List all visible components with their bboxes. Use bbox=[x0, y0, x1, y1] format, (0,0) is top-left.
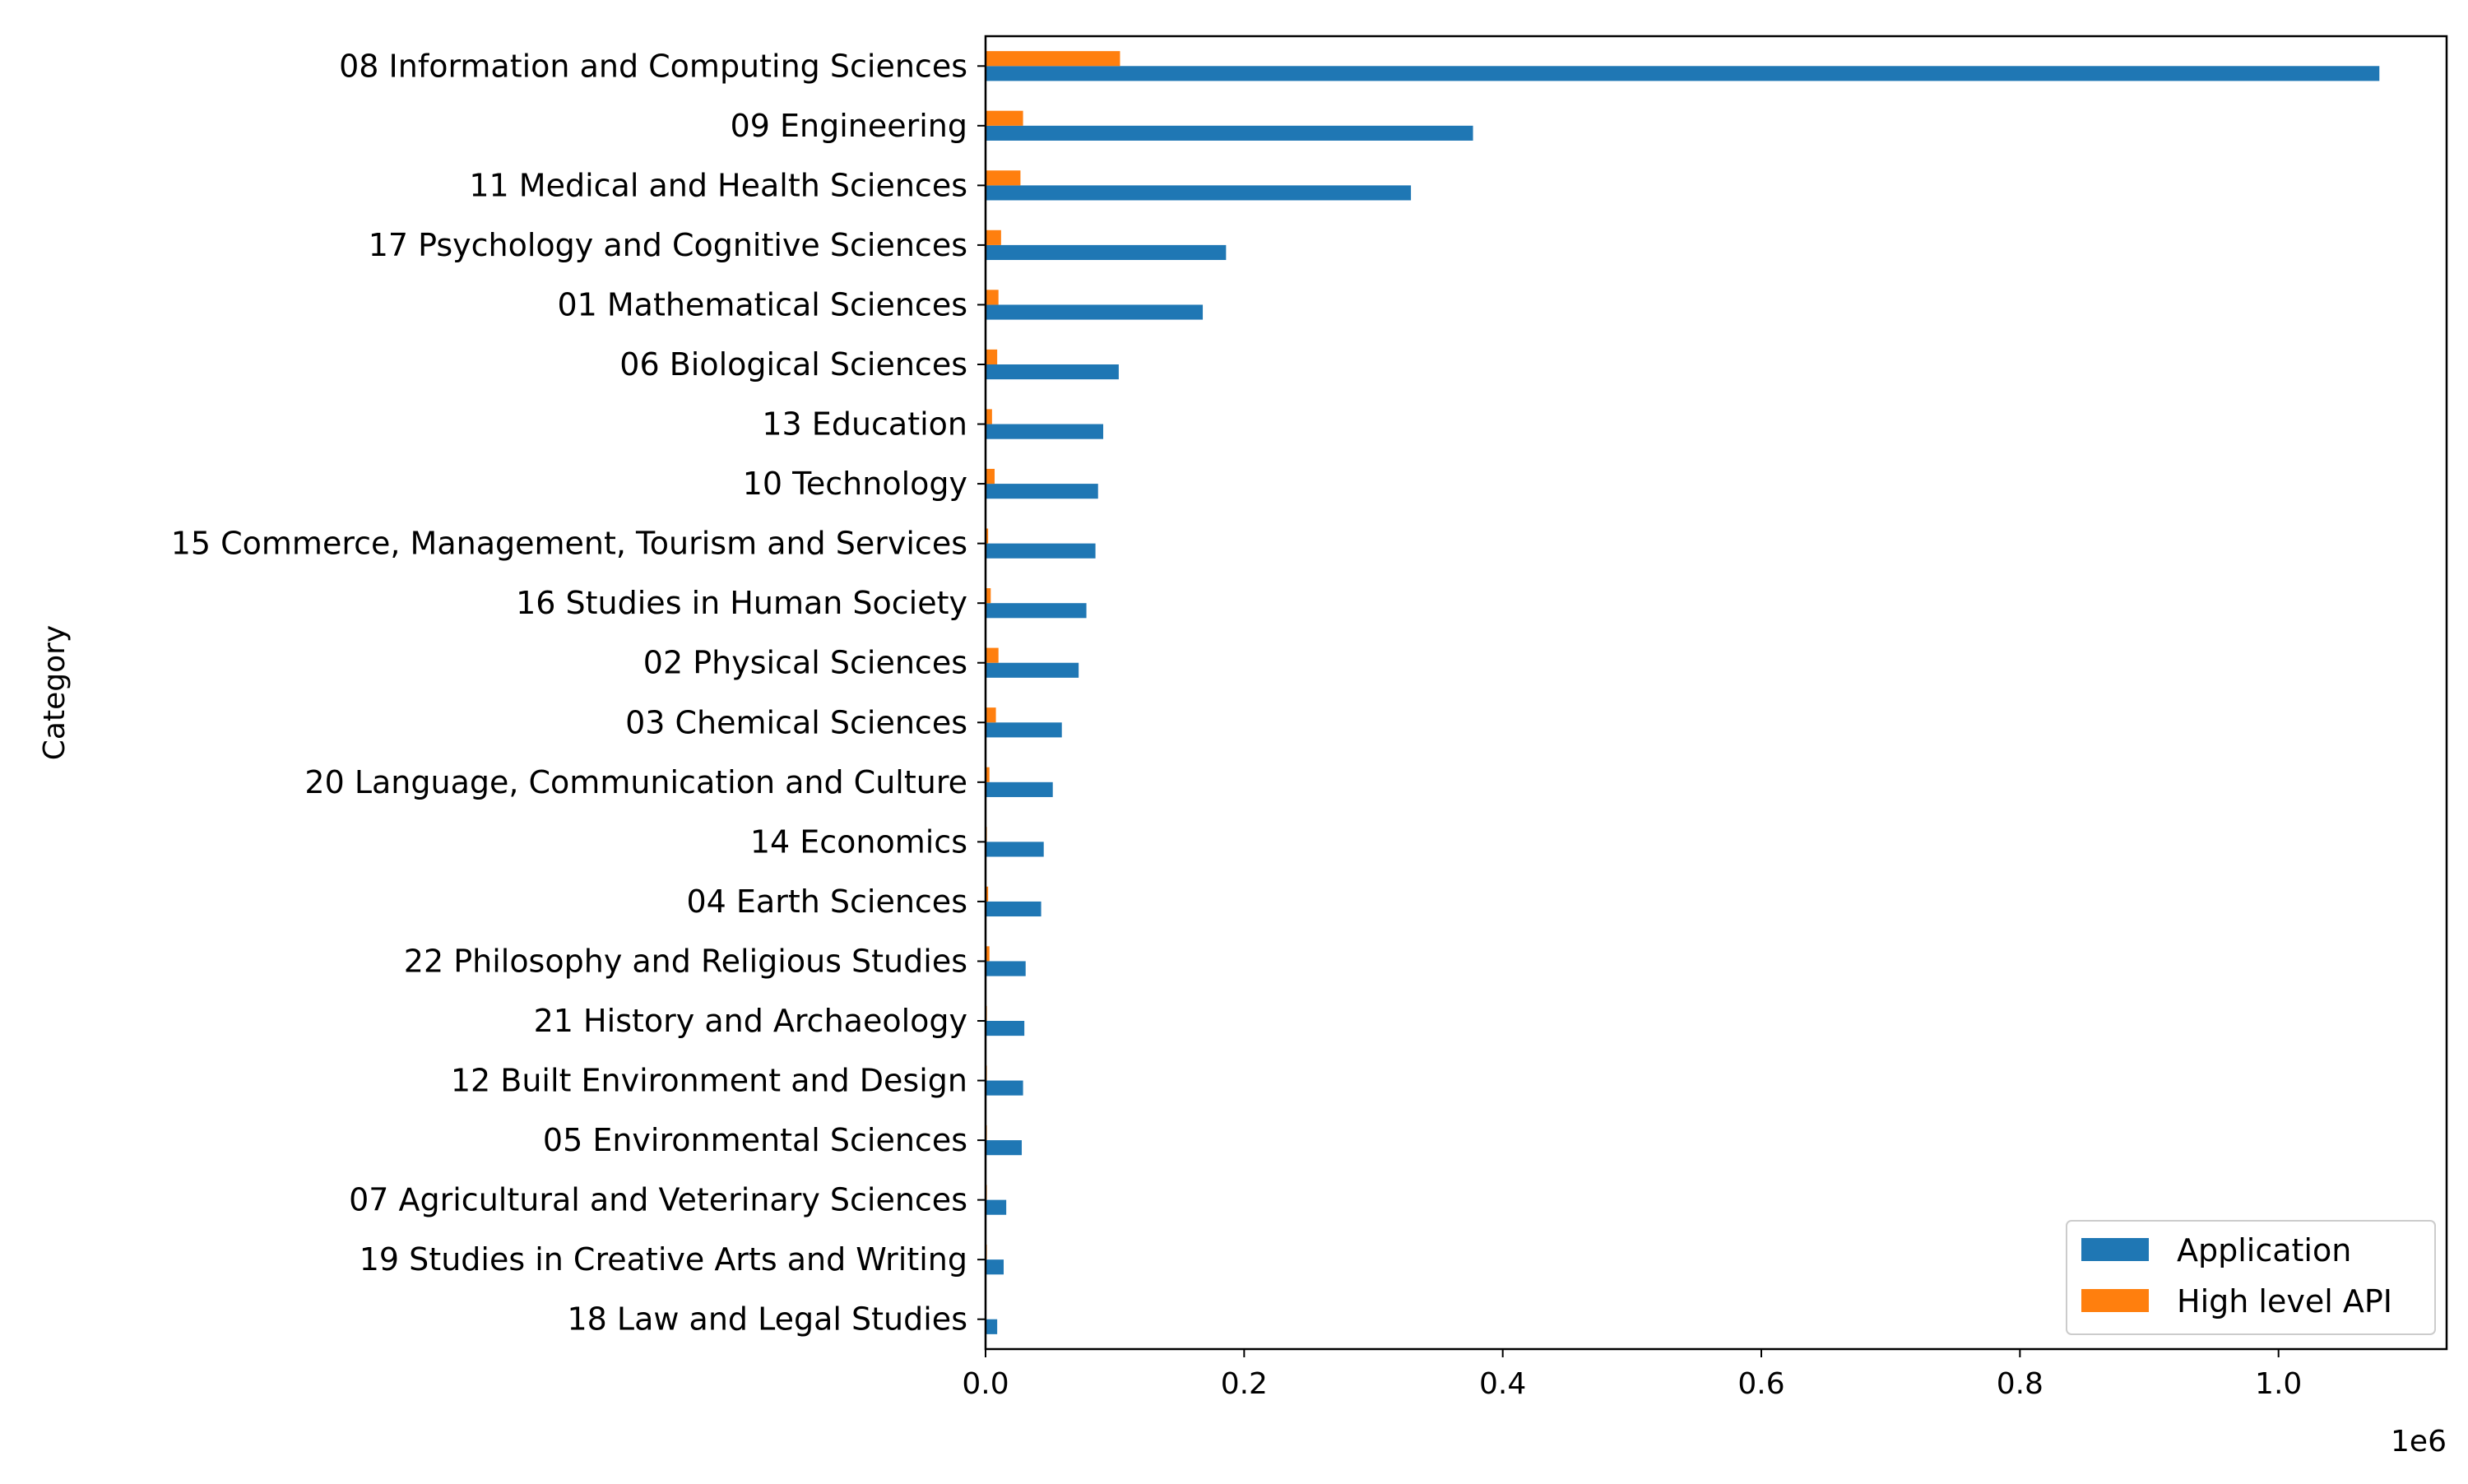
y-tick-label: 06 Biological Sciences bbox=[619, 346, 967, 383]
bar-high-level-api bbox=[986, 647, 999, 663]
y-tick-label: 02 Physical Sciences bbox=[643, 645, 967, 681]
y-tick-label: 09 Engineering bbox=[731, 108, 967, 144]
bar-application bbox=[986, 66, 2380, 81]
bar-application bbox=[986, 662, 1079, 678]
bar-application bbox=[986, 901, 1041, 917]
y-tick-label: 12 Built Environment and Design bbox=[451, 1063, 967, 1099]
y-tick-label: 04 Earth Sciences bbox=[686, 883, 967, 920]
bar-high-level-api bbox=[986, 946, 990, 962]
legend: Application High level API bbox=[2066, 1220, 2436, 1335]
bar-application bbox=[986, 1259, 1004, 1275]
bar-high-level-api bbox=[986, 528, 989, 544]
bar-application bbox=[986, 1021, 1025, 1036]
bar-application bbox=[986, 484, 1098, 499]
bar-high-level-api bbox=[986, 707, 996, 723]
bar-high-level-api bbox=[986, 110, 1023, 126]
y-tick-label: 11 Medical and Health Sciences bbox=[469, 167, 967, 203]
bar-application bbox=[986, 304, 1204, 320]
y-tick-label: 05 Environmental Sciences bbox=[543, 1122, 967, 1158]
bar-application bbox=[986, 1080, 1023, 1096]
bar-application bbox=[986, 185, 1412, 201]
x-tick-label: 1.0 bbox=[2255, 1367, 2302, 1401]
bar-high-level-api bbox=[986, 886, 989, 902]
y-axis-label: Category bbox=[38, 625, 72, 760]
bar-application bbox=[986, 781, 1053, 797]
plot-frame bbox=[984, 35, 2448, 1351]
bar-application bbox=[986, 364, 1119, 380]
y-tick-label: 18 Law and Legal Studies bbox=[567, 1301, 967, 1338]
bar-high-level-api bbox=[986, 409, 992, 424]
bar-application bbox=[986, 125, 1473, 141]
bars-layer bbox=[986, 51, 2380, 1334]
x-tick-label: 0.8 bbox=[1997, 1367, 2044, 1401]
x-axis-offset-text: 1e6 bbox=[2391, 1425, 2447, 1458]
bar-application bbox=[986, 722, 1062, 738]
bar-high-level-api bbox=[986, 230, 1001, 245]
y-tick-label: 01 Mathematical Sciences bbox=[557, 286, 967, 322]
bar-application bbox=[986, 543, 1096, 559]
legend-label: Application bbox=[2177, 1232, 2351, 1268]
bar-high-level-api bbox=[986, 170, 1021, 186]
y-tick-label: 07 Agricultural and Veterinary Sciences bbox=[349, 1182, 967, 1218]
x-tick-label: 0.2 bbox=[1221, 1367, 1268, 1401]
bar-application bbox=[986, 842, 1044, 857]
y-tick-label: 10 Technology bbox=[743, 466, 967, 502]
y-tick-label: 13 Education bbox=[762, 406, 967, 443]
bar-high-level-api bbox=[986, 290, 999, 305]
legend-swatch bbox=[2081, 1238, 2149, 1261]
bar-application bbox=[986, 1199, 1007, 1215]
y-tick-label: 16 Studies in Human Society bbox=[516, 585, 967, 621]
y-tick-label: 08 Information and Computing Sciences bbox=[339, 48, 967, 84]
bar-application bbox=[986, 961, 1026, 976]
bar-application bbox=[986, 603, 1087, 619]
y-tick-label: 20 Language, Communication and Culture bbox=[304, 764, 967, 800]
legend-swatch bbox=[2081, 1289, 2149, 1312]
ticks-layer bbox=[977, 65, 2280, 1357]
bar-high-level-api bbox=[986, 767, 990, 782]
y-tick-label: 03 Chemical Sciences bbox=[625, 704, 967, 740]
legend-box bbox=[2066, 1220, 2436, 1335]
bar-application bbox=[986, 1319, 998, 1334]
bar-application bbox=[986, 424, 1104, 439]
labels-layer: 08 Information and Computing Sciences 09 … bbox=[171, 48, 2303, 1401]
y-tick-label: 21 History and Archaeology bbox=[534, 1003, 967, 1039]
bar-high-level-api bbox=[986, 468, 995, 485]
bar-high-level-api bbox=[986, 349, 998, 364]
y-tick-label: 22 Philosophy and Religious Studies bbox=[404, 943, 967, 979]
y-tick-label: 15 Commerce, Management, Tourism and Ser… bbox=[171, 526, 967, 562]
bar-application bbox=[986, 1140, 1023, 1156]
x-tick-label: 0.0 bbox=[962, 1367, 1009, 1401]
x-tick-label: 0.6 bbox=[1737, 1367, 1784, 1401]
y-tick-label: 19 Studies in Creative Arts and Writing bbox=[360, 1241, 967, 1278]
bar-application bbox=[986, 244, 1227, 261]
bar-high-level-api bbox=[986, 51, 1120, 67]
legend-label: High level API bbox=[2177, 1283, 2392, 1319]
y-tick-label: 14 Economics bbox=[750, 823, 967, 860]
x-tick-label: 0.4 bbox=[1479, 1367, 1526, 1401]
bar-high-level-api bbox=[986, 588, 991, 604]
y-tick-label: 17 Psychology and Cognitive Sciences bbox=[369, 227, 967, 263]
